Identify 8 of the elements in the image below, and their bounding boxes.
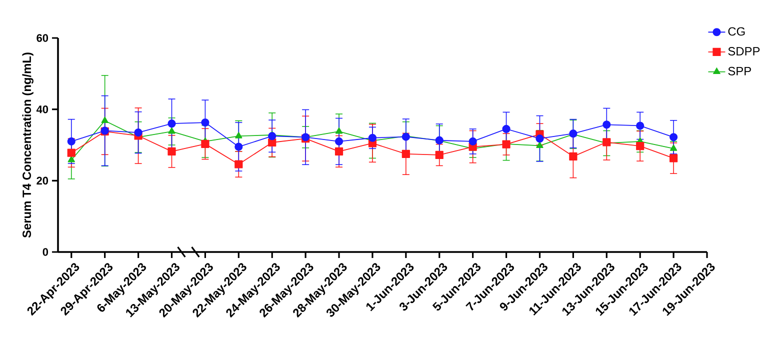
legend-label: CG <box>728 27 745 36</box>
y-tick-label: 40 <box>36 105 48 114</box>
y-tick-label: 0 <box>42 248 48 256</box>
y-tick-label: 20 <box>36 176 48 185</box>
y-tick-label: 60 <box>36 34 48 42</box>
y-axis-title: Serum T4 Concentration (ng/mL) <box>22 52 34 238</box>
legend-label: SDPP <box>728 47 760 56</box>
legend-label: SPP <box>728 66 751 76</box>
